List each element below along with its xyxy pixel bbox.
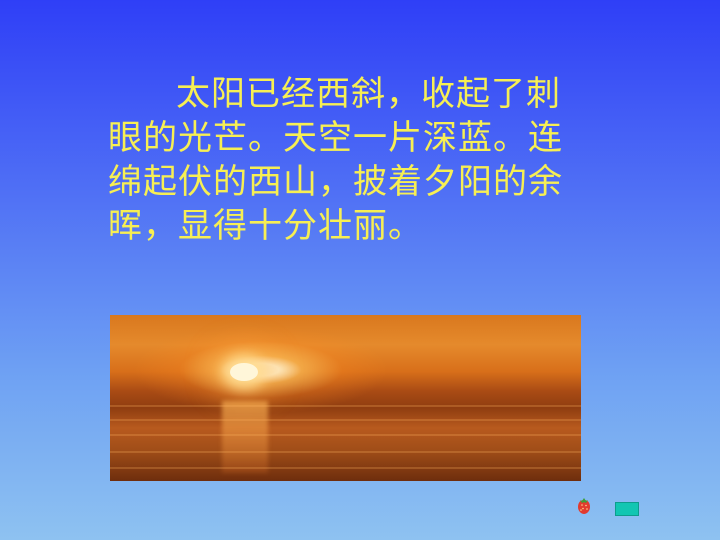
- water-line: [110, 405, 581, 407]
- sun-reflection: [222, 401, 268, 473]
- water-line: [110, 419, 581, 421]
- sun-glow: [230, 363, 258, 381]
- sunset-photo: [110, 315, 581, 481]
- passage-text: 太阳已经西斜，收起了刺眼的光芒。天空一片深蓝。连绵起伏的西山，披着夕阳的余晖，显…: [108, 74, 563, 246]
- water-line: [110, 467, 581, 469]
- water-line: [110, 434, 581, 436]
- next-button[interactable]: [615, 502, 639, 516]
- water-line: [110, 451, 581, 453]
- strawberry-icon: [574, 496, 594, 516]
